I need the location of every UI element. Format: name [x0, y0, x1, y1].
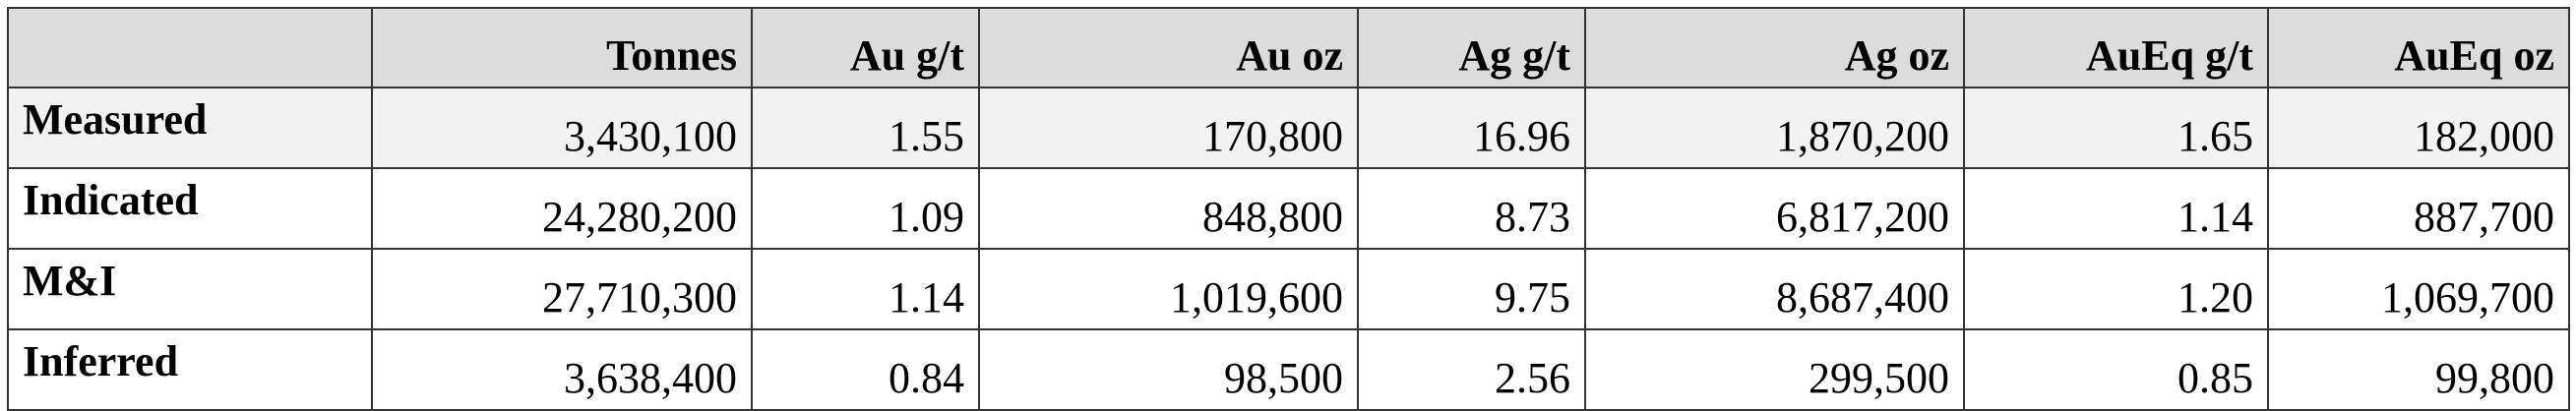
- table-cell: 9.75: [1357, 248, 1586, 330]
- resource-table: Tonnes Au g/t Au oz Ag g/t Ag oz AuEq g/t AuEq…: [7, 7, 2570, 411]
- table-cell: 299,500: [1584, 328, 1965, 411]
- column-header: Tonnes: [371, 7, 753, 88]
- table-cell: 1.09: [751, 167, 980, 250]
- table-cell: 182,000: [2267, 87, 2570, 169]
- table-cell: 1,019,600: [978, 248, 1359, 330]
- table-cell: 1.65: [1963, 87, 2269, 169]
- table-body: Measured 3,430,100 1.55 170,800 16.96 1,870,2…: [7, 87, 2570, 411]
- column-header: AuEq g/t: [1963, 7, 2269, 88]
- table-cell: 3,638,400: [371, 328, 753, 411]
- table-cell: 8.73: [1357, 167, 1586, 250]
- corner-cell: [7, 7, 373, 88]
- column-header: Au oz: [978, 7, 1359, 88]
- table-cell: 1,069,700: [2267, 248, 2570, 330]
- table-row: Measured 3,430,100 1.55 170,800 16.96 1,870,2…: [7, 87, 2570, 169]
- table-cell: 1.14: [751, 248, 980, 330]
- column-header: AuEq oz: [2267, 7, 2570, 88]
- table-cell: 2.56: [1357, 328, 1586, 411]
- table-cell: 170,800: [978, 87, 1359, 169]
- table-cell: 1,870,200: [1584, 87, 1965, 169]
- table-cell: 0.85: [1963, 328, 2269, 411]
- page: Tonnes Au g/t Au oz Ag g/t Ag oz AuEq g/t AuEq…: [7, 7, 2570, 411]
- header-row: Tonnes Au g/t Au oz Ag g/t Ag oz AuEq g/t AuEq…: [7, 7, 2570, 88]
- row-label: Indicated: [7, 167, 373, 250]
- row-label: M&I: [7, 248, 373, 330]
- table-cell: 8,687,400: [1584, 248, 1965, 330]
- table-cell: 6,817,200: [1584, 167, 1965, 250]
- table-cell: 1.20: [1963, 248, 2269, 330]
- table-cell: 848,800: [978, 167, 1359, 250]
- table-row: Indicated 24,280,200 1.09 848,800 8.73 6,817,…: [7, 167, 2570, 250]
- table-row: Inferred 3,638,400 0.84 98,500 2.56 299,500 0.…: [7, 328, 2570, 411]
- row-label: Inferred: [7, 328, 373, 411]
- table-cell: 0.84: [751, 328, 980, 411]
- table-cell: 3,430,100: [371, 87, 753, 169]
- row-label: Measured: [7, 87, 373, 169]
- table-cell: 24,280,200: [371, 167, 753, 250]
- table-header: Tonnes Au g/t Au oz Ag g/t Ag oz AuEq g/t AuEq…: [7, 7, 2570, 88]
- table-cell: 1.14: [1963, 167, 2269, 250]
- table-cell: 16.96: [1357, 87, 1586, 169]
- column-header: Au g/t: [751, 7, 980, 88]
- table-cell: 98,500: [978, 328, 1359, 411]
- column-header: Ag oz: [1584, 7, 1965, 88]
- table-cell: 1.55: [751, 87, 980, 169]
- column-header: Ag g/t: [1357, 7, 1586, 88]
- table-cell: 27,710,300: [371, 248, 753, 330]
- table-row: M&I 27,710,300 1.14 1,019,600 9.75 8,687,400 1…: [7, 248, 2570, 330]
- table-cell: 887,700: [2267, 167, 2570, 250]
- table-cell: 99,800: [2267, 328, 2570, 411]
